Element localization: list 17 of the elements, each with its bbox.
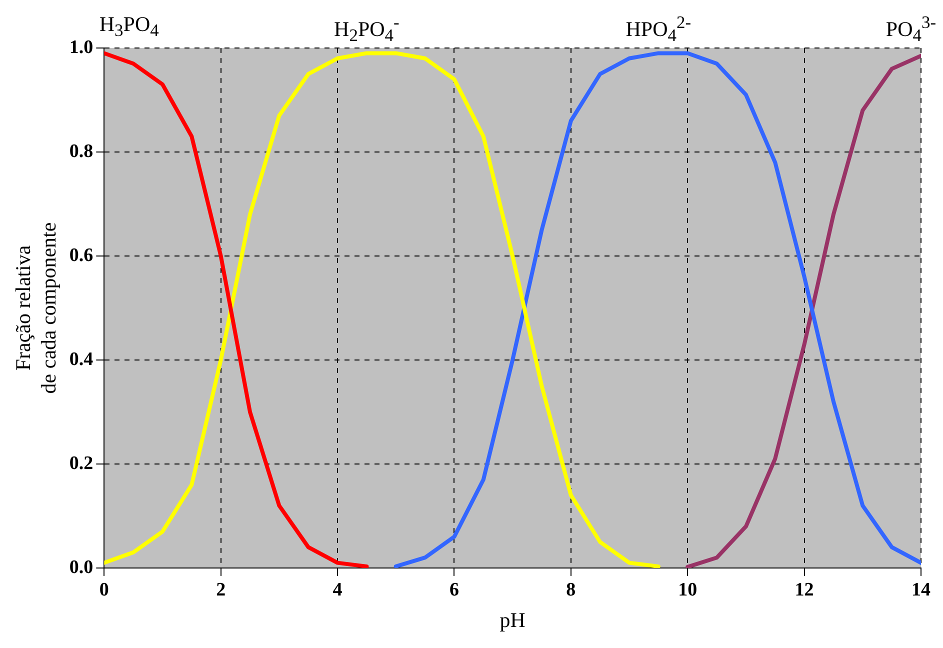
x-tick-label: 12: [794, 579, 814, 600]
y-tick-label: 0.2: [69, 452, 94, 474]
x-tick-label: 8: [566, 579, 576, 600]
x-tick-label: 10: [678, 579, 698, 600]
y-axis-title: Fração relativa de cada componente: [11, 222, 60, 394]
y-tick-label: 0.4: [69, 348, 94, 370]
y-tick-label: 0.8: [69, 140, 94, 162]
y-tick-label: 0.6: [69, 244, 94, 266]
y-tick-label: 1.0: [69, 36, 94, 58]
y-tick-label: 0.0: [69, 556, 94, 578]
x-axis-title: pH: [500, 608, 526, 632]
x-tick-label: 0: [99, 579, 109, 600]
x-tick-label: 4: [332, 579, 343, 600]
series-label: H$_{3}$PO$_{4}$: [99, 12, 159, 42]
x-tick-label: 14: [912, 579, 931, 600]
x-tick-label: 2: [216, 579, 226, 600]
x-tick-label: 6: [449, 579, 459, 600]
